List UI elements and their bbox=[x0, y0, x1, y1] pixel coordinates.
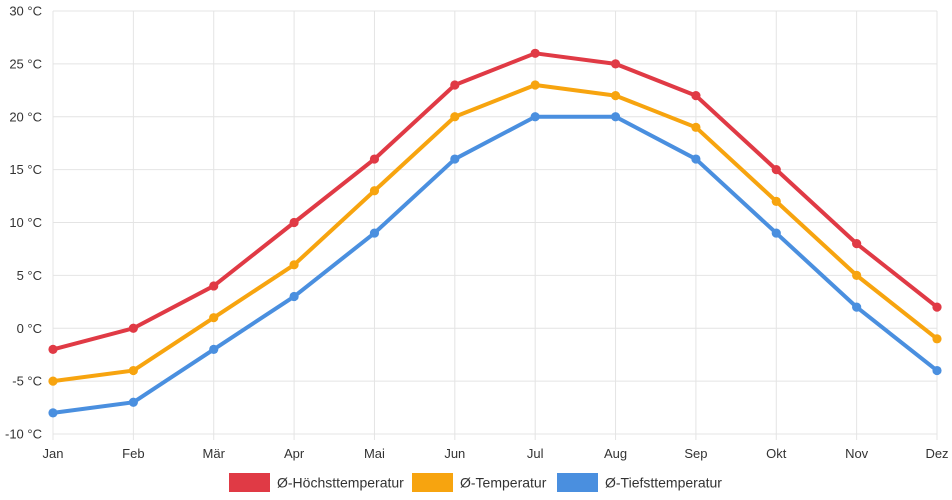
data-point bbox=[128, 397, 138, 407]
x-tick-label: Mär bbox=[203, 446, 226, 461]
x-tick-label: Sep bbox=[684, 446, 707, 461]
data-point bbox=[852, 239, 862, 249]
data-point bbox=[289, 260, 299, 270]
data-point bbox=[48, 376, 58, 386]
data-point bbox=[610, 59, 621, 69]
data-point bbox=[530, 80, 540, 90]
data-point bbox=[932, 365, 942, 376]
series-line-2 bbox=[51, 83, 939, 384]
x-axis-ticks: Jan Feb Mär Apr Mai Jun Jul Aug Sep Okt Nov Dez bbox=[43, 446, 949, 461]
data-point bbox=[450, 80, 460, 90]
data-point bbox=[852, 302, 862, 312]
series-lines bbox=[51, 51, 939, 415]
x-tick-label: Jan bbox=[43, 446, 64, 461]
x-tick-label: Apr bbox=[284, 446, 305, 461]
series-line-1 bbox=[51, 51, 939, 352]
data-point bbox=[128, 365, 138, 376]
data-point bbox=[691, 154, 701, 164]
legend-label: Ø-Höchsttemperatur bbox=[277, 475, 404, 491]
y-tick-label: 10 °C bbox=[9, 215, 42, 230]
data-point bbox=[450, 112, 460, 122]
y-tick-label: 20 °C bbox=[9, 109, 42, 124]
data-point bbox=[450, 154, 460, 164]
x-tick-label: Feb bbox=[122, 446, 144, 461]
data-point bbox=[852, 270, 862, 280]
data-point bbox=[771, 196, 781, 206]
data-point bbox=[771, 228, 781, 238]
data-point bbox=[932, 302, 942, 312]
data-point bbox=[530, 112, 540, 122]
legend-swatch bbox=[229, 473, 270, 492]
data-point bbox=[771, 165, 781, 175]
y-tick-label: 15 °C bbox=[9, 162, 42, 177]
data-point bbox=[369, 228, 380, 238]
data-point bbox=[289, 291, 299, 302]
x-tick-label: Aug bbox=[604, 446, 627, 461]
data-point bbox=[610, 112, 621, 122]
legend-item[interactable]: Ø-Höchsttemperatur bbox=[229, 473, 404, 492]
data-point bbox=[48, 408, 58, 418]
legend-label: Ø-Temperatur bbox=[460, 475, 547, 491]
y-axis-ticks: 30 °C 25 °C 20 °C 15 °C 10 °C 5 °C 0 °C -5 °C -1… bbox=[5, 4, 42, 442]
x-tick-label: Dez bbox=[925, 446, 948, 461]
data-point bbox=[289, 217, 299, 228]
data-point bbox=[369, 186, 380, 196]
legend-swatch bbox=[557, 473, 598, 492]
data-point bbox=[932, 334, 942, 344]
legend-label: Ø-Tiefsttemperatur bbox=[605, 475, 722, 491]
chart-legend: Ø-Höchsttemperatur Ø-Temperatur Ø-Tiefstte… bbox=[229, 473, 722, 492]
data-point bbox=[610, 91, 621, 101]
y-tick-label: -5 °C bbox=[12, 374, 42, 389]
data-point bbox=[209, 281, 219, 291]
x-tick-label: Okt bbox=[766, 446, 787, 461]
legend-item[interactable]: Ø-Temperatur bbox=[412, 473, 547, 492]
data-point bbox=[530, 48, 540, 58]
legend-swatch bbox=[412, 473, 453, 492]
series-points bbox=[48, 48, 942, 418]
data-point bbox=[691, 122, 701, 132]
legend-item[interactable]: Ø-Tiefsttemperatur bbox=[557, 473, 722, 492]
data-point bbox=[209, 344, 219, 354]
data-point bbox=[48, 344, 58, 354]
data-point bbox=[209, 313, 219, 323]
y-tick-label: -10 °C bbox=[5, 427, 42, 442]
x-tick-label: Jun bbox=[444, 446, 465, 461]
y-tick-label: 30 °C bbox=[9, 4, 42, 19]
data-point bbox=[128, 323, 138, 333]
x-tick-label: Nov bbox=[845, 446, 869, 461]
data-point bbox=[369, 154, 380, 164]
x-tick-label: Jul bbox=[527, 446, 544, 461]
y-tick-label: 0 °C bbox=[17, 321, 42, 336]
y-tick-label: 25 °C bbox=[9, 56, 42, 71]
series-line-3 bbox=[51, 114, 939, 415]
data-point bbox=[691, 91, 701, 101]
x-tick-label: Mai bbox=[364, 446, 385, 461]
y-tick-label: 5 °C bbox=[17, 268, 42, 283]
